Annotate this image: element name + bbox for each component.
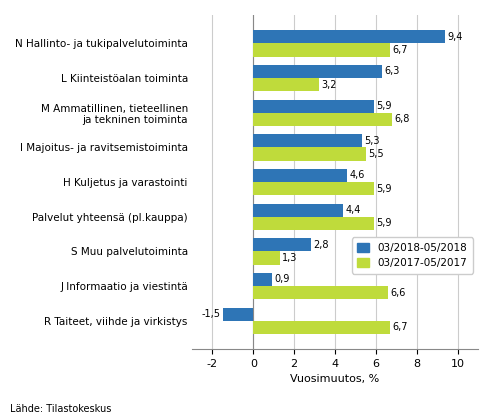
Text: 5,3: 5,3 xyxy=(364,136,380,146)
Bar xyxy=(253,217,374,230)
Text: 5,9: 5,9 xyxy=(376,183,392,193)
Text: 2,8: 2,8 xyxy=(313,240,328,250)
Bar xyxy=(253,30,445,43)
Bar xyxy=(253,43,390,57)
Text: 4,4: 4,4 xyxy=(346,205,361,215)
Text: 3,2: 3,2 xyxy=(321,79,337,89)
Text: 6,6: 6,6 xyxy=(390,287,406,297)
Text: 9,4: 9,4 xyxy=(448,32,463,42)
Bar xyxy=(253,65,382,78)
Bar xyxy=(253,238,311,251)
Bar xyxy=(253,203,343,217)
Text: 1,3: 1,3 xyxy=(282,253,298,263)
Bar xyxy=(253,273,272,286)
Bar xyxy=(253,99,374,113)
Bar xyxy=(253,113,392,126)
Text: 5,9: 5,9 xyxy=(376,218,392,228)
Text: 6,7: 6,7 xyxy=(392,322,408,332)
Bar xyxy=(223,307,253,321)
Bar xyxy=(253,147,366,161)
Bar xyxy=(253,78,318,91)
Bar xyxy=(253,286,388,299)
Bar xyxy=(253,251,280,265)
Text: 4,6: 4,6 xyxy=(350,171,365,181)
Text: 6,8: 6,8 xyxy=(395,114,410,124)
Bar xyxy=(253,134,361,147)
X-axis label: Vuosimuutos, %: Vuosimuutos, % xyxy=(290,374,380,384)
Text: 5,5: 5,5 xyxy=(368,149,384,159)
Text: 6,3: 6,3 xyxy=(385,67,400,77)
Bar xyxy=(253,321,390,334)
Bar xyxy=(253,182,374,195)
Bar xyxy=(253,169,347,182)
Legend: 03/2018-05/2018, 03/2017-05/2017: 03/2018-05/2018, 03/2017-05/2017 xyxy=(352,238,473,274)
Text: 5,9: 5,9 xyxy=(376,101,392,111)
Text: 6,7: 6,7 xyxy=(392,45,408,55)
Text: 0,9: 0,9 xyxy=(274,275,289,285)
Text: -1,5: -1,5 xyxy=(201,309,220,319)
Text: Lähde: Tilastokeskus: Lähde: Tilastokeskus xyxy=(10,404,111,414)
